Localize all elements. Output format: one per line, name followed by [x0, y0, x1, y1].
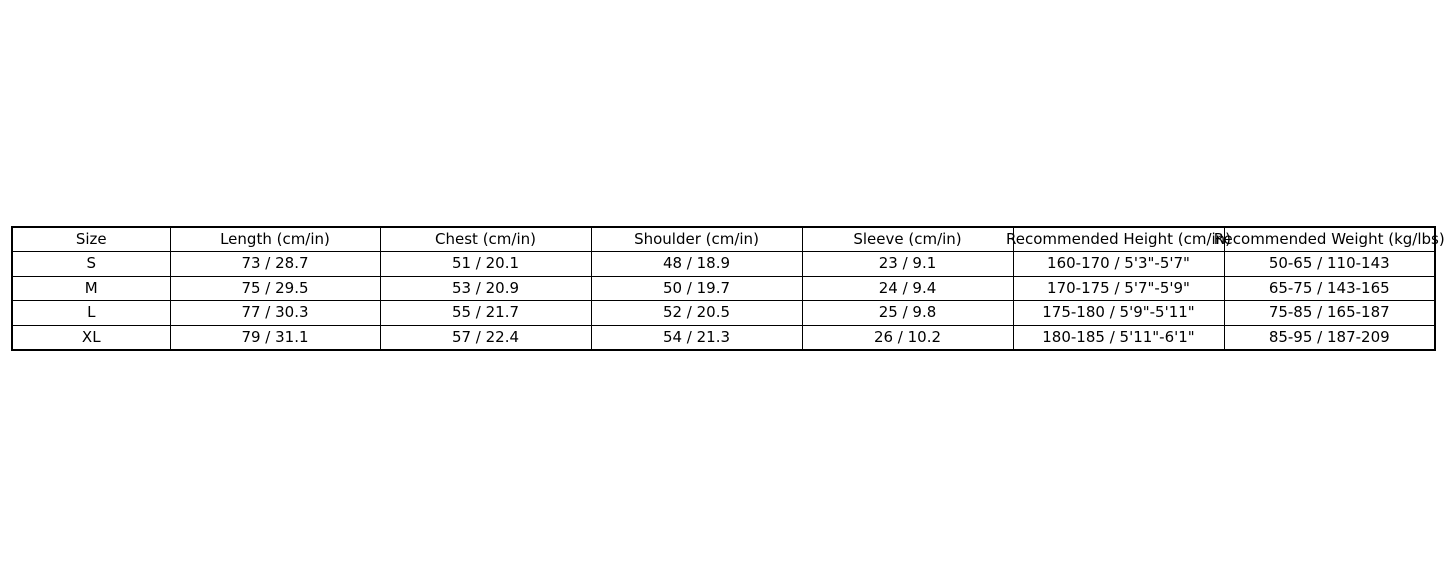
cell-sleeve-value: 23 / 9.1: [878, 254, 937, 273]
table-row: L 77 / 30.3 55 / 21.7 52 / 20.5 25 / 9.8…: [11, 300, 1436, 326]
cell-chest-value: 53 / 20.9: [451, 278, 520, 297]
cell-length-value: 79 / 31.1: [241, 327, 309, 346]
table-header: Size Length (cm/in) Chest (cm/in) Should…: [11, 226, 1445, 253]
table-row: XL 79 / 31.1 57 / 22.4 54 / 21.3 26 / 10…: [11, 324, 1436, 351]
cell-length: 75 / 29.5: [169, 275, 381, 302]
cell-shoulder-value: 54 / 21.3: [662, 327, 731, 346]
cell-size-value: L: [87, 303, 96, 322]
column-header-recommended-weight-label: Recommended Weight (kg/lbs): [1213, 230, 1445, 248]
cell-shoulder: 54 / 21.3: [590, 324, 803, 351]
cell-chest: 55 / 21.7: [379, 300, 592, 326]
table-header-row: Size Length (cm/in) Chest (cm/in) Should…: [11, 226, 1445, 253]
table-row: S 73 / 28.7 51 / 20.1 48 / 18.9 23 / 9.1…: [11, 251, 1436, 277]
cell-recommended-height: 160-170 / 5'3"-5'7": [1012, 251, 1225, 277]
cell-sleeve: 26 / 10.2: [801, 324, 1014, 351]
cell-shoulder-value: 50 / 19.7: [662, 278, 731, 297]
cell-shoulder: 50 / 19.7: [590, 275, 803, 302]
cell-recommended-height-value: 175-180 / 5'9"-5'11": [1042, 303, 1195, 322]
cell-recommended-height-value: 170-175 / 5'7"-5'9": [1047, 278, 1190, 297]
cell-length: 73 / 28.7: [169, 251, 381, 277]
cell-chest-value: 51 / 20.1: [451, 254, 520, 273]
cell-sleeve-value: 24 / 9.4: [878, 278, 937, 297]
cell-sleeve: 25 / 9.8: [801, 300, 1014, 326]
cell-recommended-weight: 85-95 / 187-209: [1223, 324, 1436, 351]
column-header-size: Size: [11, 226, 171, 253]
column-header-shoulder-label: Shoulder (cm/in): [634, 230, 759, 248]
column-header-size-label: Size: [75, 230, 107, 248]
cell-recommended-weight: 75-85 / 165-187: [1223, 300, 1436, 326]
cell-chest: 57 / 22.4: [379, 324, 592, 351]
cell-size: S: [11, 251, 171, 277]
cell-recommended-weight-value: 85-95 / 187-209: [1268, 327, 1390, 346]
table-body: S 73 / 28.7 51 / 20.1 48 / 18.9 23 / 9.1…: [11, 251, 1436, 351]
cell-size: XL: [11, 324, 171, 351]
cell-recommended-height-value: 180-185 / 5'11"-6'1": [1042, 327, 1195, 346]
size-chart-table: Size Length (cm/in) Chest (cm/in) Should…: [11, 226, 1445, 352]
column-header-length-label: Length (cm/in): [220, 230, 330, 248]
column-header-sleeve: Sleeve (cm/in): [801, 226, 1014, 253]
column-header-chest: Chest (cm/in): [379, 226, 592, 253]
cell-recommended-weight: 50-65 / 110-143: [1223, 251, 1436, 277]
cell-chest: 53 / 20.9: [379, 275, 592, 302]
cell-recommended-weight: 65-75 / 143-165: [1223, 275, 1436, 302]
cell-shoulder-value: 48 / 18.9: [662, 254, 731, 273]
cell-length: 77 / 30.3: [169, 300, 381, 326]
cell-size: M: [11, 275, 171, 302]
cell-size: L: [11, 300, 171, 326]
cell-recommended-weight-value: 50-65 / 110-143: [1268, 254, 1390, 273]
cell-sleeve-value: 25 / 9.8: [878, 303, 937, 322]
cell-chest-value: 55 / 21.7: [451, 303, 520, 322]
cell-recommended-height: 180-185 / 5'11"-6'1": [1012, 324, 1225, 351]
cell-length-value: 73 / 28.7: [241, 254, 309, 273]
cell-size-value: M: [84, 278, 98, 297]
cell-recommended-height-value: 160-170 / 5'3"-5'7": [1047, 254, 1190, 273]
cell-recommended-height: 170-175 / 5'7"-5'9": [1012, 275, 1225, 302]
column-header-sleeve-label: Sleeve (cm/in): [853, 230, 962, 248]
cell-sleeve: 23 / 9.1: [801, 251, 1014, 277]
cell-size-value: XL: [81, 327, 101, 346]
cell-shoulder-value: 52 / 20.5: [662, 303, 731, 322]
cell-recommended-weight-value: 65-75 / 143-165: [1268, 278, 1390, 297]
table-row: M 75 / 29.5 53 / 20.9 50 / 19.7 24 / 9.4…: [11, 275, 1436, 302]
cell-sleeve-value: 26 / 10.2: [873, 327, 942, 346]
cell-size-value: S: [86, 254, 97, 273]
cell-shoulder: 52 / 20.5: [590, 300, 803, 326]
cell-length-value: 75 / 29.5: [241, 278, 309, 297]
column-header-recommended-height: Recommended Height (cm/in): [1006, 226, 1231, 253]
cell-recommended-weight-value: 75-85 / 165-187: [1268, 303, 1390, 322]
column-header-recommended-height-label: Recommended Height (cm/in): [1005, 230, 1232, 248]
cell-shoulder: 48 / 18.9: [590, 251, 803, 277]
cell-sleeve: 24 / 9.4: [801, 275, 1014, 302]
cell-length: 79 / 31.1: [169, 324, 381, 351]
column-header-recommended-weight: Recommended Weight (kg/lbs): [1214, 226, 1445, 253]
column-header-shoulder: Shoulder (cm/in): [590, 226, 803, 253]
cell-chest-value: 57 / 22.4: [451, 327, 520, 346]
column-header-chest-label: Chest (cm/in): [435, 230, 536, 248]
cell-chest: 51 / 20.1: [379, 251, 592, 277]
cell-length-value: 77 / 30.3: [241, 303, 309, 322]
column-header-length: Length (cm/in): [169, 226, 381, 253]
cell-recommended-height: 175-180 / 5'9"-5'11": [1012, 300, 1225, 326]
